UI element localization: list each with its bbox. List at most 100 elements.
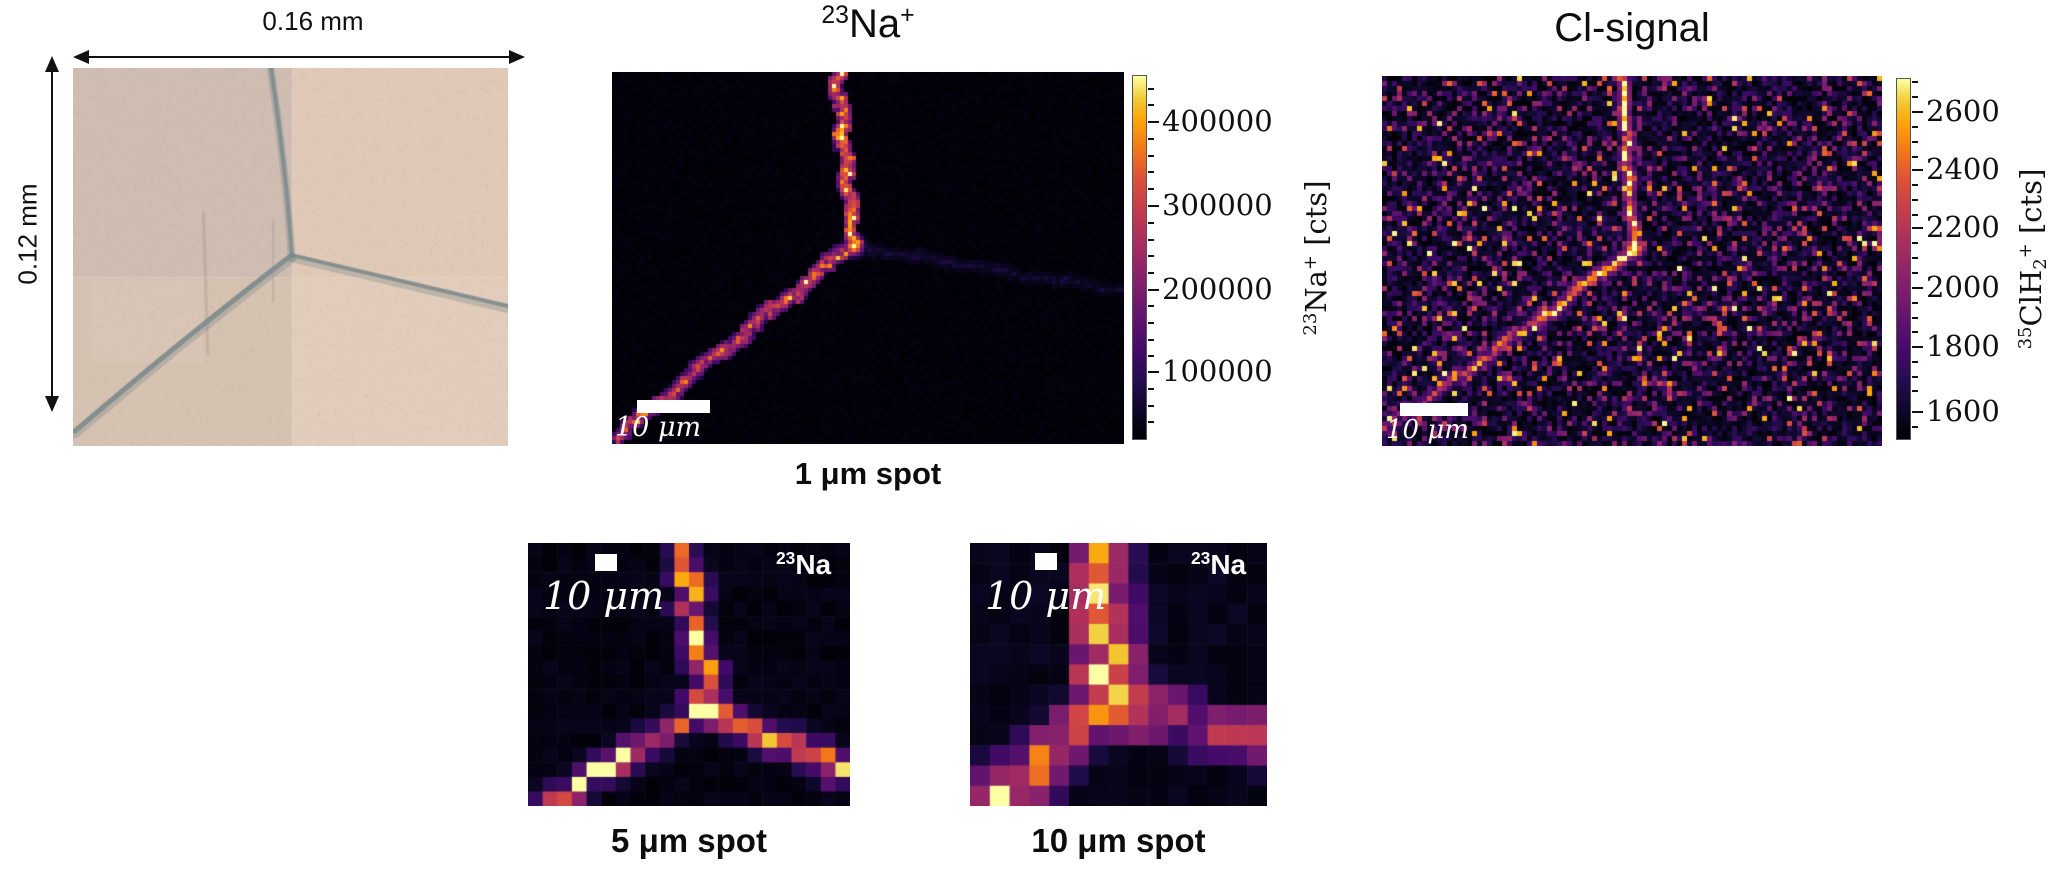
arrowhead-right-icon bbox=[509, 50, 525, 64]
colorbar-minor-tick bbox=[1148, 338, 1154, 341]
colorbar-minor-tick bbox=[1912, 155, 1918, 158]
colorbar-minor-tick bbox=[1148, 255, 1154, 258]
width-dimension-arrow bbox=[73, 50, 525, 64]
colorbar-minor-tick bbox=[1912, 360, 1918, 363]
colorbar-minor-tick bbox=[1148, 404, 1154, 407]
spot10-isotope-number: 23 bbox=[1191, 548, 1211, 569]
colorbar-minor-tick bbox=[1148, 222, 1154, 225]
colorbar-minor-tick bbox=[1148, 137, 1154, 140]
colorbar-minor-tick bbox=[1912, 301, 1918, 304]
colorbar-major-tick bbox=[1148, 205, 1159, 208]
na-cbar-units: [cts] bbox=[1299, 180, 1333, 256]
na-scalebar-label: 10 μm bbox=[615, 412, 702, 443]
colorbar-minor-tick bbox=[1148, 154, 1154, 157]
na-colorbar-ticks: 400000 300000 200000 100000 bbox=[1148, 75, 1318, 440]
spot10-element: Na bbox=[1210, 549, 1247, 580]
colorbar-tick-label: 100000 bbox=[1162, 354, 1273, 389]
cl-scalebar bbox=[1400, 403, 1468, 416]
na-colorbar bbox=[1132, 75, 1147, 440]
colorbar-minor-tick bbox=[1148, 238, 1154, 241]
spot5-isotope-label: 23Na bbox=[776, 548, 832, 581]
cl-heatmap-image bbox=[1382, 76, 1882, 446]
colorbar-minor-tick bbox=[1148, 305, 1154, 308]
colorbar-minor-tick bbox=[1148, 87, 1154, 90]
spot10-caption: 10 μm spot bbox=[1031, 822, 1206, 859]
colorbar-major-tick bbox=[1148, 371, 1159, 374]
na-title-isotope: 23 bbox=[821, 2, 849, 30]
colorbar-minor-tick bbox=[1912, 80, 1918, 83]
colorbar-major-tick bbox=[1912, 345, 1923, 348]
cl-colorbar-ticks: 2600 2400 2200 2000 1800 1600 bbox=[1912, 78, 2067, 440]
colorbar-major-tick bbox=[1912, 111, 1923, 114]
colorbar-minor-tick bbox=[1148, 355, 1154, 358]
na-cbar-element: Na bbox=[1299, 270, 1333, 313]
spot5-scalebar-label: 10 μm bbox=[543, 574, 665, 618]
colorbar-minor-tick bbox=[1912, 271, 1918, 274]
colorbar-tick-label: 2000 bbox=[1926, 269, 2000, 304]
colorbar-tick-label: 2200 bbox=[1926, 209, 2000, 244]
colorbar-minor-tick bbox=[1912, 425, 1918, 428]
spot5-heatmap-image bbox=[528, 543, 850, 806]
height-dimension-arrow bbox=[45, 56, 59, 412]
colorbar-minor-tick bbox=[1148, 322, 1154, 325]
colorbar-minor-tick bbox=[1912, 198, 1918, 201]
na-scalebar bbox=[637, 400, 710, 413]
colorbar-minor-tick bbox=[1148, 387, 1154, 390]
colorbar-minor-tick bbox=[1912, 375, 1918, 378]
colorbar-minor-tick bbox=[1912, 125, 1918, 128]
cl-scalebar-label: 10 μm bbox=[1386, 415, 1469, 445]
spot10-heatmap-image bbox=[970, 543, 1267, 806]
colorbar-major-tick bbox=[1148, 288, 1159, 291]
na-title-charge: + bbox=[900, 2, 915, 30]
colorbar-minor-tick bbox=[1148, 104, 1154, 107]
cl-colorbar bbox=[1896, 78, 1911, 440]
colorbar-minor-tick bbox=[1912, 141, 1918, 144]
colorbar-tick-label: 400000 bbox=[1162, 104, 1273, 139]
na-cbar-charge: + bbox=[1300, 255, 1322, 271]
colorbar-major-tick bbox=[1912, 411, 1923, 414]
cl-cbar-units: [cts] bbox=[2014, 168, 2048, 244]
na-heatmap-image bbox=[612, 72, 1124, 444]
colorbar-minor-tick bbox=[1912, 241, 1918, 244]
cl-cbar-charge: + bbox=[2015, 243, 2037, 259]
colorbar-minor-tick bbox=[1912, 316, 1918, 319]
na-map-caption: 1 μm spot bbox=[794, 456, 942, 491]
colorbar-tick-label: 300000 bbox=[1162, 188, 1273, 223]
colorbar-major-tick bbox=[1148, 121, 1159, 124]
colorbar-minor-tick bbox=[1912, 183, 1918, 186]
arrowhead-left-icon bbox=[73, 50, 89, 64]
spot10-scalebar-label: 10 μm bbox=[985, 574, 1107, 618]
na-cbar-isotope: 23 bbox=[1300, 312, 1322, 336]
colorbar-minor-tick bbox=[1912, 96, 1918, 99]
colorbar-major-tick bbox=[1912, 168, 1923, 171]
colorbar-minor-tick bbox=[1912, 256, 1918, 259]
spot5-scalebar bbox=[595, 554, 617, 571]
spot10-isotope-label: 23Na bbox=[1191, 548, 1247, 581]
optical-micrograph-image bbox=[73, 68, 508, 446]
colorbar-tick-label: 1600 bbox=[1926, 394, 2000, 429]
spot5-element: Na bbox=[795, 549, 832, 580]
na-map-title: 23Na+ bbox=[612, 2, 1124, 47]
colorbar-minor-tick bbox=[1912, 331, 1918, 334]
na-title-element: Na bbox=[848, 2, 901, 46]
colorbar-minor-tick bbox=[1912, 213, 1918, 216]
spot10-scalebar bbox=[1035, 553, 1057, 570]
colorbar-minor-tick bbox=[1148, 421, 1154, 424]
arrowhead-up-icon bbox=[45, 56, 59, 72]
cl-cbar-molecule: ClH bbox=[2014, 269, 2048, 327]
colorbar-major-tick bbox=[1912, 286, 1923, 289]
colorbar-major-tick bbox=[1912, 226, 1923, 229]
colorbar-minor-tick bbox=[1912, 390, 1918, 393]
colorbar-minor-tick bbox=[1148, 272, 1154, 275]
cl-map-title: Cl-signal bbox=[1554, 6, 1710, 50]
colorbar-tick-label: 200000 bbox=[1162, 271, 1273, 306]
cl-cbar-isotope: 35 bbox=[2015, 326, 2037, 350]
colorbar-tick-label: 2600 bbox=[1926, 94, 2000, 129]
colorbar-minor-tick bbox=[1148, 187, 1154, 190]
spot5-caption: 5 μm spot bbox=[611, 822, 767, 859]
arrowhead-down-icon bbox=[45, 396, 59, 412]
width-dimension-label: 0.16 mm bbox=[262, 6, 364, 36]
cl-cbar-subscript: 2 bbox=[2030, 258, 2052, 270]
colorbar-minor-tick bbox=[1148, 171, 1154, 174]
